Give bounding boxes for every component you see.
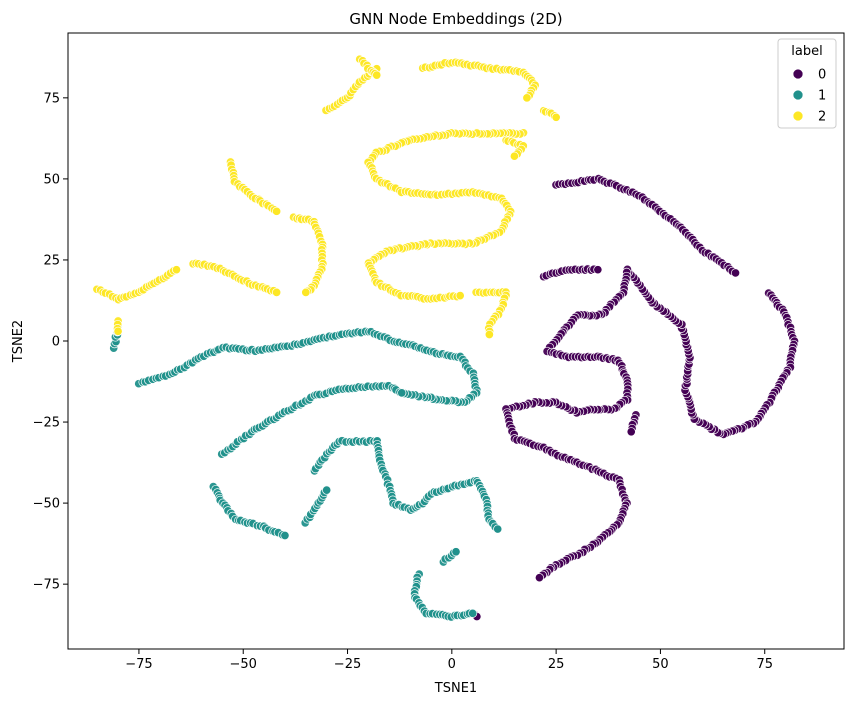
x-tick-label: 0 [448, 657, 456, 672]
data-point [455, 291, 465, 301]
data-point [322, 485, 332, 495]
y-tick-label: −25 [33, 416, 60, 431]
data-point [534, 573, 544, 583]
x-axis: −75 −50 −25 0 25 50 75 [125, 649, 773, 672]
x-tick-label: −50 [230, 657, 257, 672]
data-point [280, 530, 290, 541]
legend-marker [792, 89, 804, 101]
data-point [301, 287, 311, 297]
series-2 [92, 54, 561, 340]
legend-entry-label: 2 [818, 110, 826, 125]
data-point [626, 427, 636, 437]
data-point [593, 265, 603, 275]
data-point [171, 265, 182, 275]
legend-entry-label: 1 [818, 89, 826, 104]
y-axis-label: TSNE2 [11, 320, 26, 363]
data-point [272, 287, 282, 297]
data-point [113, 326, 123, 336]
y-tick-label: 50 [43, 172, 60, 187]
legend-entry-label: 0 [818, 68, 826, 83]
data-point [551, 112, 561, 122]
data-point [509, 151, 519, 161]
x-tick-label: 25 [548, 657, 565, 672]
legend-title: label [791, 44, 822, 59]
y-tick-label: 75 [43, 91, 60, 106]
data-point [493, 524, 503, 534]
data-point [372, 70, 382, 80]
chart-title: GNN Node Embeddings (2D) [349, 10, 562, 28]
data-point [730, 268, 741, 278]
y-tick-label: −50 [33, 497, 60, 512]
legend: label 0 1 2 [777, 38, 837, 129]
y-tick-label: 0 [52, 335, 60, 350]
data-point [397, 388, 407, 398]
x-tick-label: −75 [125, 657, 152, 672]
x-tick-label: −25 [334, 657, 361, 672]
series-0 [468, 174, 800, 622]
points-layer [92, 54, 800, 622]
series-1 [109, 323, 503, 622]
data-point [451, 547, 461, 557]
data-point [272, 206, 282, 216]
y-tick-label: 25 [43, 253, 60, 268]
y-tick-label: −75 [33, 578, 60, 593]
data-point [484, 329, 494, 340]
legend-marker [792, 68, 804, 80]
x-tick-label: 50 [652, 657, 669, 672]
y-axis: −75 −50 −25 0 25 50 75 [33, 91, 68, 593]
x-axis-label: TSNE1 [434, 681, 477, 696]
x-tick-label: 75 [756, 657, 773, 672]
data-point [522, 93, 532, 103]
legend-marker [792, 110, 804, 122]
data-point [468, 608, 478, 618]
legend-box [777, 38, 837, 129]
